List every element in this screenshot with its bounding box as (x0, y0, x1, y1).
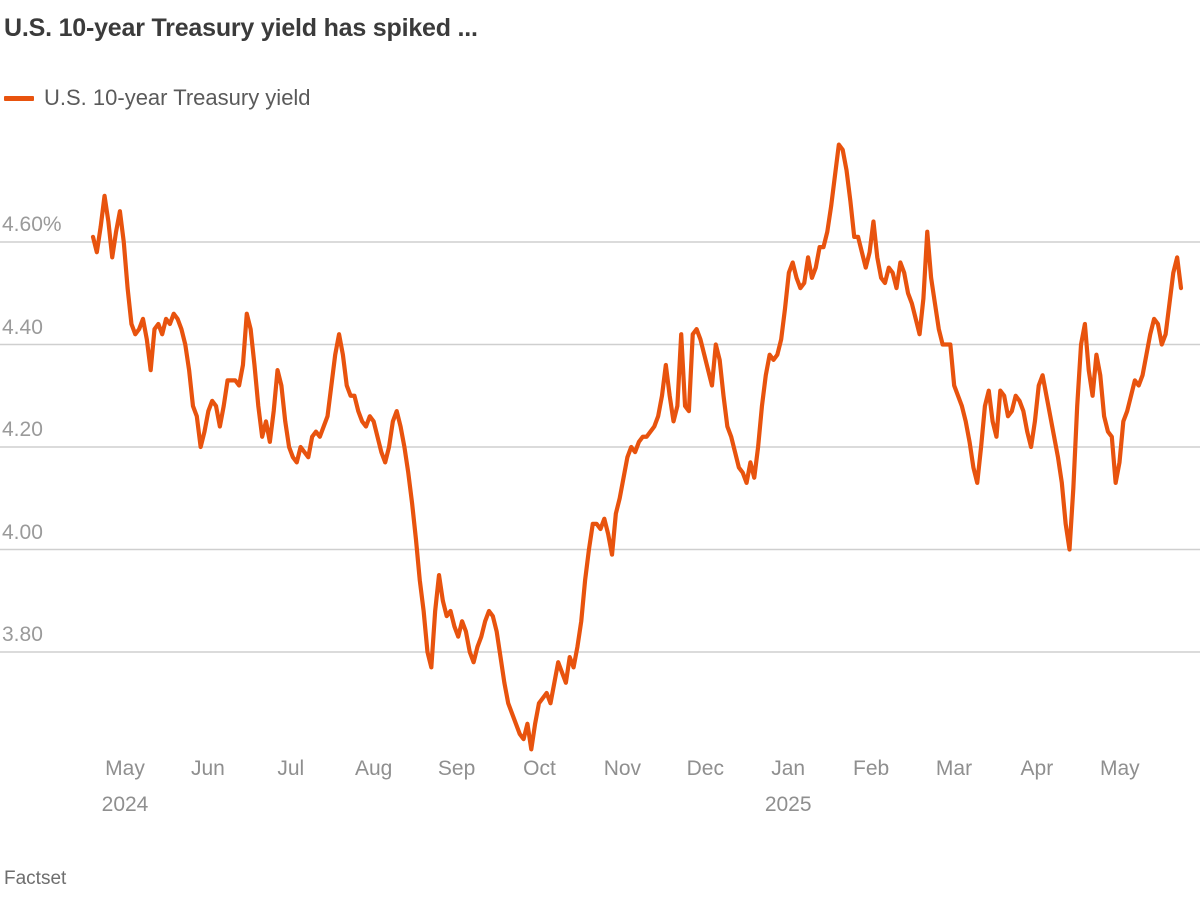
y-axis-tick-label: 4.40 (2, 315, 43, 339)
x-axis-tick-label: Sep (437, 757, 476, 780)
series-line (90, 142, 1184, 752)
x-axis-tick-label: Mar (935, 757, 973, 780)
x-axis-year-label: 2024 (101, 793, 149, 816)
y-axis-tick-label: 4.20 (2, 418, 43, 441)
x-axis-tick-label: May (105, 757, 145, 780)
y-axis-tick-label: 4.00 (2, 520, 43, 544)
y-axis-tick-label: 4.60% (2, 213, 62, 236)
legend-item-label: U.S. 10-year Treasury yield (44, 85, 311, 110)
x-axis-tick-label: Aug (355, 757, 393, 780)
x-axis-tick-label: Feb (853, 757, 890, 780)
x-axis-tick-label: Jan (771, 757, 806, 780)
x-axis-tick-label: Jun (190, 757, 225, 780)
chart-legend: U.S. 10-year Treasury yield (4, 85, 311, 111)
legend-line-swatch (4, 95, 34, 101)
x-axis-tick-label: Oct (523, 757, 556, 780)
x-axis-tick-label: Nov (603, 757, 642, 780)
y-axis-tick-label: 3.80 (2, 623, 43, 646)
x-axis-tick-label: May (1099, 757, 1140, 780)
page-title: U.S. 10-year Treasury yield has spiked .… (4, 14, 478, 42)
x-axis-tick-label: Dec (686, 757, 724, 780)
source-attribution: Factset (4, 868, 67, 889)
x-axis-tick-label: Jul (277, 757, 305, 780)
x-axis-tick-label: Apr (1020, 757, 1054, 780)
x-axis-year-label: 2025 (764, 793, 812, 816)
